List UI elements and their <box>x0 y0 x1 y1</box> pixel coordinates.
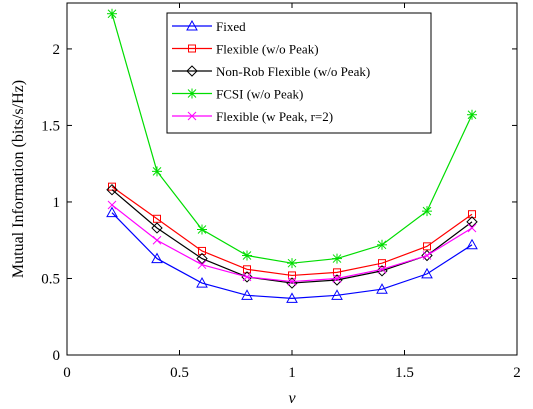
data-point <box>107 8 117 19</box>
x-tick-label: 0 <box>63 365 71 381</box>
legend-marker <box>188 44 196 53</box>
data-point <box>467 223 477 233</box>
data-point <box>241 271 253 283</box>
x-axis-title: ν <box>288 390 296 407</box>
legend-marker <box>186 65 198 77</box>
data-point <box>287 258 297 269</box>
x-tick-label: 1 <box>288 365 296 381</box>
legend-box <box>166 12 432 134</box>
legend-item: Flexible (w Peak, r=2) <box>172 109 333 124</box>
legend-item: FCSI (w/o Peak) <box>172 87 303 102</box>
y-axis: 0 0.5 1 1.5 2 <box>41 42 517 364</box>
legend-marker <box>187 88 197 99</box>
series-4 <box>107 200 477 286</box>
legend: Fixed Flexible (w/o Peak) Non-Rob Flexible… <box>166 12 432 134</box>
legend-marker <box>186 19 198 31</box>
data-point <box>466 216 478 228</box>
series-line <box>111 204 473 283</box>
data-point <box>196 277 208 288</box>
series-line <box>111 212 473 299</box>
data-point <box>242 272 252 282</box>
data-point <box>377 264 387 274</box>
y-tick-label: 1.5 <box>41 118 60 134</box>
data-point <box>197 224 207 235</box>
data-point <box>107 200 117 210</box>
series-3 <box>107 8 477 269</box>
y-tick-label: 0.5 <box>41 271 60 287</box>
y-tick-label: 1 <box>53 195 61 211</box>
data-point <box>197 260 207 270</box>
legend-item: Flexible (w/o Peak) <box>172 42 319 57</box>
legend-label: Flexible (w Peak, r=2) <box>216 109 333 124</box>
series-line <box>111 189 473 284</box>
series-layer <box>106 8 478 303</box>
data-point <box>421 267 433 279</box>
data-point <box>378 259 386 268</box>
data-point <box>466 238 478 250</box>
series-0 <box>106 206 478 303</box>
data-point <box>152 166 162 177</box>
data-point <box>151 222 163 234</box>
data-point <box>152 235 162 245</box>
data-point <box>377 239 387 250</box>
series-2 <box>106 184 478 289</box>
data-point <box>241 289 253 300</box>
data-point <box>106 206 118 218</box>
y-tick-label: 0 <box>53 348 61 364</box>
data-point <box>106 184 118 196</box>
data-point <box>243 265 251 274</box>
x-axis: 0 0.5 1 1.5 2 <box>63 3 521 381</box>
data-point <box>196 252 208 265</box>
data-point <box>331 289 343 300</box>
data-point <box>332 253 342 264</box>
data-point <box>422 206 432 217</box>
legend-label: FCSI (w/o Peak) <box>216 87 303 102</box>
data-point <box>468 210 476 219</box>
y-axis-title: Mutual Information (bits/s/Hz) <box>10 80 27 278</box>
series-line <box>111 186 473 277</box>
data-point <box>288 271 296 280</box>
legend-marker <box>187 111 197 121</box>
data-point <box>242 250 252 261</box>
data-point <box>376 283 388 294</box>
data-point <box>467 109 477 120</box>
legend-label: Non-Rob Flexible (w/o Peak) <box>216 64 370 79</box>
data-point <box>286 292 298 303</box>
legend-label: Fixed <box>216 19 246 34</box>
data-point <box>198 246 206 255</box>
x-tick-label: 2 <box>513 365 521 381</box>
data-point <box>376 265 388 277</box>
data-point <box>333 268 341 277</box>
data-point <box>151 252 163 264</box>
data-point <box>332 274 342 283</box>
legend-item: Fixed <box>172 19 246 34</box>
x-tick-label: 1.5 <box>395 365 414 381</box>
y-tick-label: 2 <box>53 42 61 58</box>
data-point <box>422 251 432 260</box>
legend-label: Flexible (w/o Peak) <box>216 42 319 57</box>
legend-item: Non-Rob Flexible (w/o Peak) <box>172 64 370 79</box>
x-tick-label: 0.5 <box>170 365 189 381</box>
data-point <box>287 277 297 286</box>
